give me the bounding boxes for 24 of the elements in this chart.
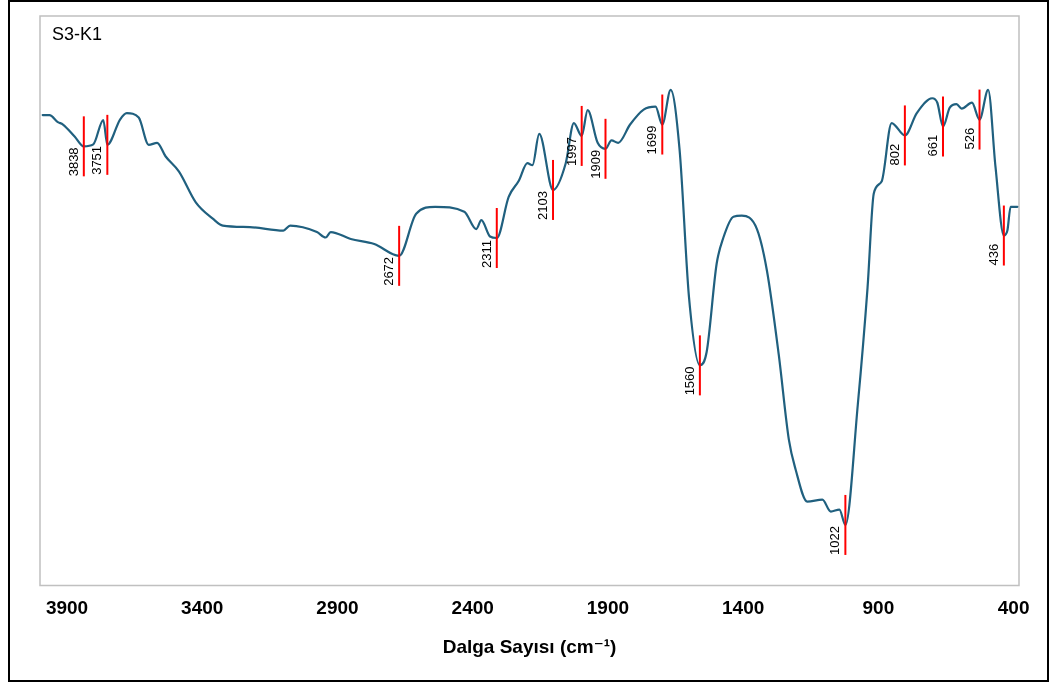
annotation: 802 [886, 143, 902, 166]
annotation: 3838 [65, 147, 81, 177]
x-tick-label: 1900 [586, 597, 630, 619]
x-tick-label: 2400 [451, 597, 494, 619]
annotation: 1909 [587, 149, 603, 179]
annotation: 1560 [681, 366, 697, 396]
annotation: 436 [985, 243, 1001, 266]
x-tick-label: 400 [997, 597, 1030, 619]
x-axis-title: Dalga Sayısı (cm⁻¹) [442, 635, 617, 657]
annotation: 2672 [381, 256, 397, 286]
annotation: 3751 [89, 145, 105, 175]
annotation: 526 [961, 127, 977, 150]
x-tick-label: 3900 [45, 597, 89, 619]
annotation: 1699 [644, 125, 660, 155]
x-tick-label: 900 [862, 597, 895, 619]
x-tick-label: 3400 [181, 597, 224, 619]
annotation: 2311 [478, 240, 494, 269]
annotation: 1022 [827, 526, 843, 555]
x-tick-label: 2900 [316, 597, 359, 619]
annotation: 661 [925, 134, 941, 157]
annotation: 2103 [535, 191, 551, 220]
annotation: 1997 [563, 137, 579, 166]
chart-title: S3-K1 [52, 23, 103, 44]
x-tick-label: 1400 [722, 597, 765, 619]
